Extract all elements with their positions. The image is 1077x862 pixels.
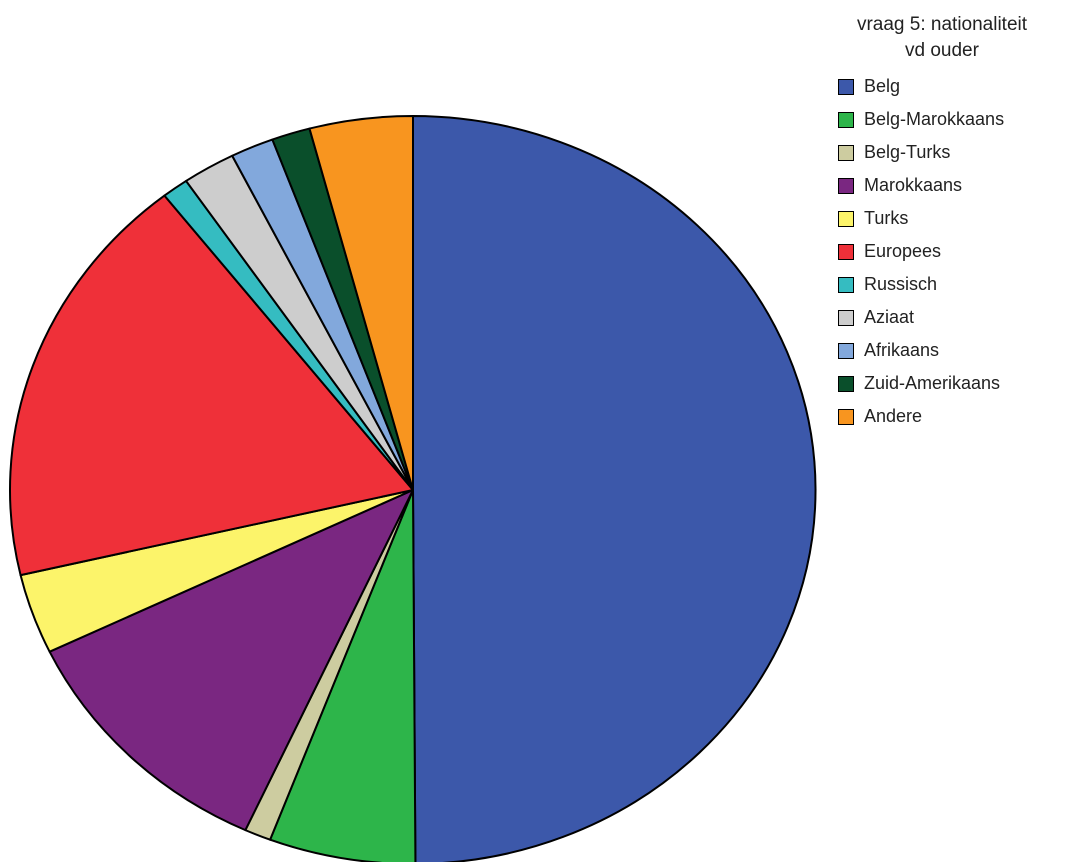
legend-item: Turks (838, 202, 1072, 235)
legend-item: Russisch (838, 268, 1072, 301)
legend-swatch (838, 375, 854, 392)
legend-label: Andere (864, 406, 923, 426)
pie-slice-belg-marokkaans (269, 489, 417, 862)
legend-label: Belg-Turks (864, 142, 951, 162)
legend-swatch (838, 177, 854, 194)
legend-label: Belg (864, 76, 901, 96)
legend-swatch (838, 243, 854, 260)
pie-slice-andere (308, 115, 414, 491)
legend-item: Belg-Marokkaans (838, 103, 1072, 136)
legend-label: Afrikaans (864, 340, 940, 360)
legend-swatch (838, 144, 854, 161)
legend-list: Belg Belg-Marokkaans Belg-Turks Marokkaans T… (812, 70, 1072, 433)
pie-slice-belg (412, 115, 817, 862)
pie-slice-marokkaans (48, 489, 414, 832)
legend-item: Marokkaans (838, 169, 1072, 202)
legend-item: Belg-Turks (838, 136, 1072, 169)
legend-label: Marokkaans (864, 175, 963, 195)
legend-item: Zuid-Amerikaans (838, 367, 1072, 400)
legend-swatch (838, 309, 854, 326)
legend-item: Andere (838, 400, 1072, 433)
legend-item: Afrikaans (838, 334, 1072, 367)
legend-swatch (838, 408, 854, 425)
legend-item: Europees (838, 235, 1072, 268)
legend-label: Russisch (864, 274, 938, 294)
legend-swatch (838, 276, 854, 293)
legend-label: Belg-Marokkaans (864, 109, 1005, 129)
legend-item: Aziaat (838, 301, 1072, 334)
legend-label: Europees (864, 241, 942, 261)
legend-title: vraag 5: nationaliteit vd ouder (856, 14, 1028, 61)
legend-label: Zuid-Amerikaans (864, 373, 1001, 393)
legend: vraag 5: nationaliteit vd ouder Belg Belg… (812, 12, 1072, 433)
legend-swatch (838, 210, 854, 227)
pie-slice-europees (9, 194, 414, 577)
legend-swatch (838, 111, 854, 128)
legend-label: Aziaat (864, 307, 915, 327)
legend-label: Turks (864, 208, 909, 228)
legend-item: Belg (838, 70, 1072, 103)
legend-swatch (838, 342, 854, 359)
legend-swatch (838, 78, 854, 95)
pie-slices (9, 115, 817, 862)
